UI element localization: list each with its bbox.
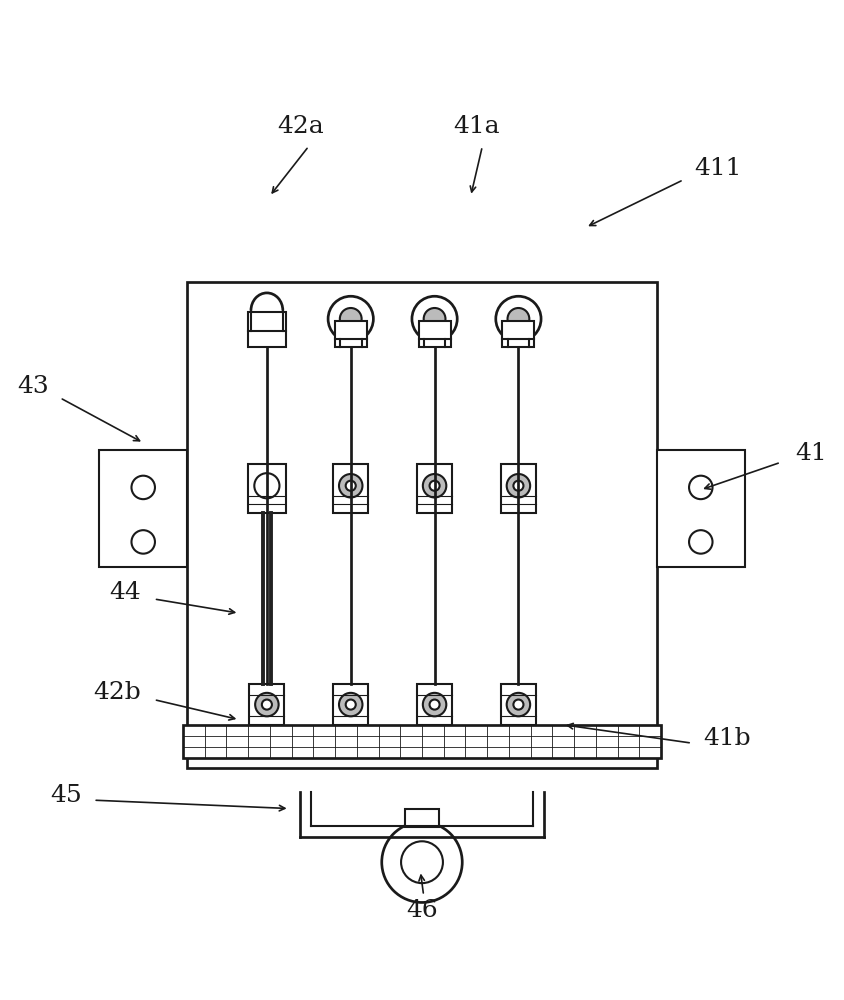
Circle shape xyxy=(424,308,446,330)
Circle shape xyxy=(507,308,529,330)
Bar xyxy=(100,450,187,567)
Text: 411: 411 xyxy=(695,157,742,180)
Bar xyxy=(657,450,744,567)
Circle shape xyxy=(401,841,443,883)
Circle shape xyxy=(689,476,712,499)
Circle shape xyxy=(262,700,272,710)
Bar xyxy=(187,282,657,768)
Bar xyxy=(333,464,368,513)
Bar xyxy=(500,684,536,725)
Bar xyxy=(247,312,286,347)
Circle shape xyxy=(423,474,446,497)
Text: 46: 46 xyxy=(406,899,438,922)
Bar xyxy=(405,809,439,827)
Bar xyxy=(333,684,368,725)
Circle shape xyxy=(132,476,155,499)
Circle shape xyxy=(513,481,523,491)
Circle shape xyxy=(506,693,530,716)
Bar xyxy=(335,321,366,347)
Circle shape xyxy=(346,481,356,491)
Circle shape xyxy=(513,700,523,710)
Text: 42a: 42a xyxy=(277,115,324,138)
Circle shape xyxy=(689,530,712,554)
Circle shape xyxy=(506,474,530,497)
Bar xyxy=(500,464,536,513)
Circle shape xyxy=(132,530,155,554)
Circle shape xyxy=(430,481,440,491)
Text: 41a: 41a xyxy=(453,115,500,138)
Circle shape xyxy=(346,700,356,710)
Circle shape xyxy=(430,700,440,710)
Circle shape xyxy=(340,308,361,330)
Bar xyxy=(249,684,284,725)
Circle shape xyxy=(328,296,373,342)
Circle shape xyxy=(339,474,362,497)
Bar xyxy=(183,725,661,758)
Bar xyxy=(247,464,286,513)
Bar xyxy=(502,321,534,347)
Text: 45: 45 xyxy=(51,784,83,807)
Circle shape xyxy=(495,296,541,342)
Bar xyxy=(417,464,452,513)
Circle shape xyxy=(412,296,457,342)
Text: 44: 44 xyxy=(110,581,141,604)
Text: 41b: 41b xyxy=(703,727,750,750)
Circle shape xyxy=(423,693,446,716)
Circle shape xyxy=(339,693,362,716)
Circle shape xyxy=(254,473,279,498)
Text: 43: 43 xyxy=(17,375,49,398)
Circle shape xyxy=(255,693,279,716)
Text: 41: 41 xyxy=(795,442,827,465)
Bar xyxy=(419,321,451,347)
Circle shape xyxy=(381,822,463,902)
Bar xyxy=(417,684,452,725)
Text: 42b: 42b xyxy=(94,681,141,704)
